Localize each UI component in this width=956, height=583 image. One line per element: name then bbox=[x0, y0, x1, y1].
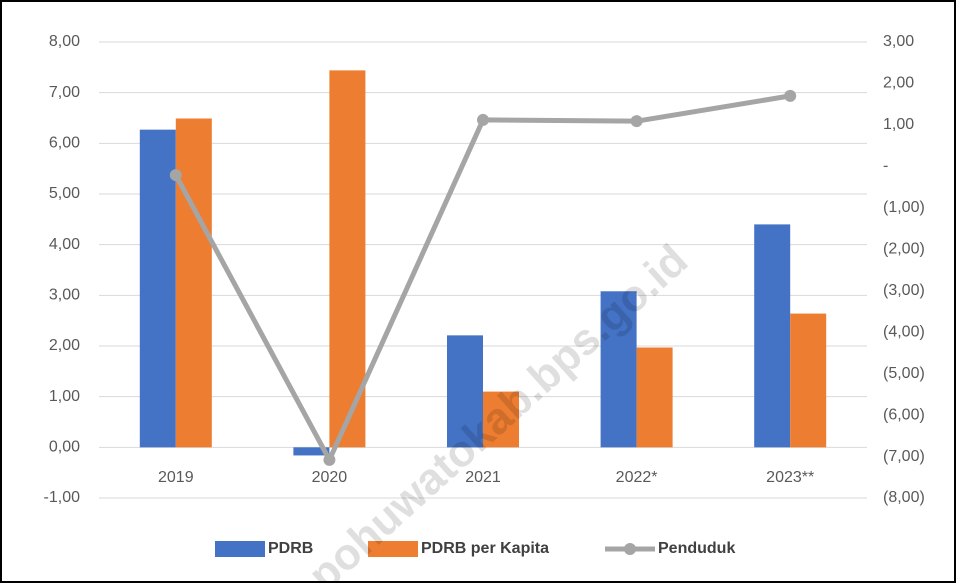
legend-label: PDRB bbox=[268, 540, 313, 557]
x-tick-label: 2022* bbox=[616, 469, 658, 486]
legend-swatch bbox=[624, 543, 636, 555]
y-tick-label: -1,00 bbox=[44, 489, 81, 506]
y2-tick-label: 1,00 bbox=[883, 116, 914, 133]
y2-tick-label: (5,00) bbox=[883, 365, 925, 382]
bar bbox=[600, 291, 637, 448]
y2-tick-label: (6,00) bbox=[883, 406, 925, 423]
y-tick-label: 6,00 bbox=[49, 135, 80, 152]
bar bbox=[790, 313, 827, 448]
y-tick-label: 2,00 bbox=[49, 337, 80, 354]
x-tick-label: 2021 bbox=[465, 469, 501, 486]
y2-tick-label: (1,00) bbox=[883, 199, 925, 216]
y-tick-label: 5,00 bbox=[49, 185, 80, 202]
bar bbox=[139, 129, 176, 448]
y-tick-label: 8,00 bbox=[49, 33, 80, 50]
bar bbox=[636, 347, 673, 448]
bar bbox=[329, 70, 366, 448]
bar bbox=[447, 335, 483, 448]
legend-swatch bbox=[368, 541, 418, 557]
y-tick-label: 4,00 bbox=[49, 236, 80, 253]
y2-tick-label: 3,00 bbox=[883, 33, 914, 50]
y2-tick-label: 2,00 bbox=[883, 75, 914, 92]
legend-label: PDRB per Kapita bbox=[421, 540, 549, 557]
y2-tick-label: - bbox=[883, 158, 888, 175]
y2-tick-label: (7,00) bbox=[883, 448, 925, 465]
y2-tick-label: (8,00) bbox=[883, 489, 925, 506]
line-point bbox=[630, 115, 643, 128]
x-tick-label: 2019 bbox=[158, 469, 194, 486]
line-point bbox=[784, 89, 797, 102]
legend-label: Penduduk bbox=[658, 540, 735, 557]
y2-tick-label: (2,00) bbox=[883, 240, 925, 257]
y2-tick-label: (3,00) bbox=[883, 282, 925, 299]
bar bbox=[175, 118, 212, 448]
bar bbox=[483, 391, 519, 448]
y-tick-label: 0,00 bbox=[49, 439, 80, 456]
y2-tick-label: (4,00) bbox=[883, 323, 925, 340]
x-tick-label: 2020 bbox=[312, 469, 348, 486]
bar bbox=[754, 224, 791, 448]
x-tick-label: 2023** bbox=[766, 469, 814, 486]
legend-swatch bbox=[215, 541, 265, 557]
y-tick-label: 7,00 bbox=[49, 84, 80, 101]
line-point bbox=[477, 113, 489, 126]
bar bbox=[293, 447, 330, 456]
y-tick-label: 1,00 bbox=[49, 388, 80, 405]
line-point bbox=[323, 453, 336, 466]
y-tick-label: 3,00 bbox=[49, 287, 80, 304]
line-point bbox=[169, 169, 182, 182]
